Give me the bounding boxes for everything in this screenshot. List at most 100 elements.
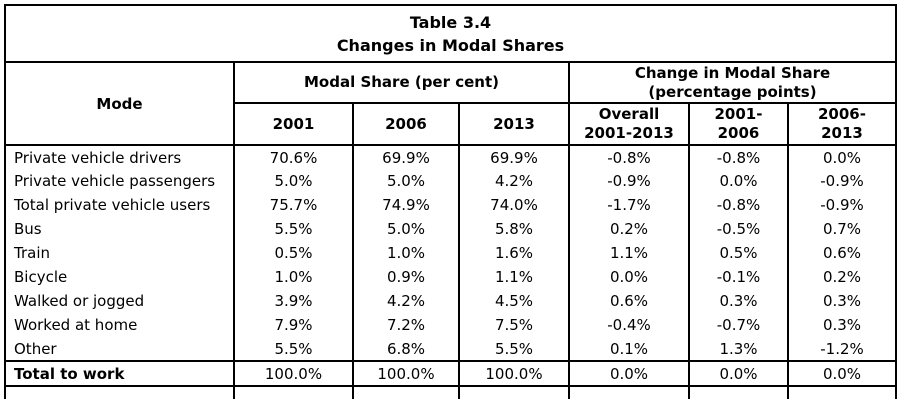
stub-cell (233, 386, 354, 399)
value-cell: -0.8% (688, 145, 789, 169)
mode-cell: Bus (4, 217, 235, 241)
value-cell: 0.1% (568, 337, 690, 361)
table-row: Total private vehicle users 75.7% 74.9% … (4, 193, 897, 217)
group-header-modal-share: Modal Share (per cent) (233, 61, 570, 104)
total-value-cell: 0.0% (787, 360, 897, 387)
table-row: Worked at home 7.9% 7.2% 7.5% -0.4% -0.7… (4, 313, 897, 337)
value-cell: 5.0% (352, 217, 460, 241)
table-row: Other 5.5% 6.8% 5.5% 0.1% 1.3% -1.2% (4, 337, 897, 361)
value-cell: 69.9% (352, 145, 460, 169)
value-cell: 0.0% (787, 145, 897, 169)
total-value-cell: 100.0% (233, 360, 354, 387)
value-cell: 74.0% (458, 193, 570, 217)
value-cell: 0.3% (787, 313, 897, 337)
mode-cell: Walked or jogged (4, 289, 235, 313)
value-cell: -1.2% (787, 337, 897, 361)
mode-cell: Bicycle (4, 265, 235, 289)
table-row: Private vehicle passengers 5.0% 5.0% 4.2… (4, 169, 897, 193)
stub-cell (4, 386, 235, 399)
mode-cell: Total private vehicle users (4, 193, 235, 217)
value-cell: 5.0% (233, 169, 354, 193)
value-cell: -1.7% (568, 193, 690, 217)
value-cell: 0.9% (352, 265, 460, 289)
value-cell: 74.9% (352, 193, 460, 217)
value-cell: 0.5% (688, 241, 789, 265)
value-cell: 70.6% (233, 145, 354, 169)
value-cell: 5.8% (458, 217, 570, 241)
table-row: Bicycle 1.0% 0.9% 1.1% 0.0% -0.1% 0.2% (4, 265, 897, 289)
value-cell: 75.7% (233, 193, 354, 217)
mode-cell: Other (4, 337, 235, 361)
value-cell: 7.5% (458, 313, 570, 337)
table-number: Table 3.4 (409, 13, 492, 32)
table-row: Walked or jogged 3.9% 4.2% 4.5% 0.6% 0.3… (4, 289, 897, 313)
table-row: Bus 5.5% 5.0% 5.8% 0.2% -0.5% 0.7% (4, 217, 897, 241)
total-value-cell: 100.0% (352, 360, 460, 387)
total-label-cell: Total to work (4, 360, 235, 387)
stub-cell (787, 386, 897, 399)
value-cell: -0.9% (787, 193, 897, 217)
value-cell: -0.9% (787, 169, 897, 193)
value-cell: 0.6% (568, 289, 690, 313)
value-cell: 0.2% (568, 217, 690, 241)
value-cell: 1.0% (233, 265, 354, 289)
stub-cell (688, 386, 789, 399)
value-cell: 0.5% (233, 241, 354, 265)
value-cell: 3.9% (233, 289, 354, 313)
total-row: Total to work 100.0% 100.0% 100.0% 0.0% … (4, 360, 897, 387)
value-cell: 5.5% (233, 217, 354, 241)
value-cell: -0.8% (688, 193, 789, 217)
col-header-2013: 2013 (458, 102, 570, 146)
value-cell: 4.2% (458, 169, 570, 193)
value-cell: 0.0% (688, 169, 789, 193)
value-cell: 7.9% (233, 313, 354, 337)
value-cell: -0.8% (568, 145, 690, 169)
col-header-2006: 2006 (352, 102, 460, 146)
col-header-overall-2001-2013: Overall 2001-2013 (568, 102, 690, 146)
table-title-cell: Table 3.4 Changes in Modal Shares (4, 4, 897, 63)
value-cell: 1.1% (568, 241, 690, 265)
value-cell: 69.9% (458, 145, 570, 169)
value-cell: 0.3% (688, 289, 789, 313)
col-header-2001-2006: 2001- 2006 (688, 102, 789, 146)
value-cell: -0.4% (568, 313, 690, 337)
group-header-change-modal-share: Change in Modal Share (percentage points… (568, 61, 897, 104)
stub-cell (568, 386, 690, 399)
value-cell: 1.0% (352, 241, 460, 265)
clipped-next-row-stub (4, 386, 897, 399)
total-value-cell: 0.0% (688, 360, 789, 387)
value-cell: 5.5% (458, 337, 570, 361)
title-row: Table 3.4 Changes in Modal Shares (4, 4, 897, 63)
value-cell: 7.2% (352, 313, 460, 337)
table-body: Private vehicle drivers 70.6% 69.9% 69.9… (4, 145, 897, 361)
value-cell: 6.8% (352, 337, 460, 361)
total-value-cell: 0.0% (568, 360, 690, 387)
value-cell: 1.6% (458, 241, 570, 265)
value-cell: 0.7% (787, 217, 897, 241)
value-cell: -0.7% (688, 313, 789, 337)
stub-cell (352, 386, 460, 399)
col-header-2006-2013: 2006- 2013 (787, 102, 897, 146)
table-row: Private vehicle drivers 70.6% 69.9% 69.9… (4, 145, 897, 169)
header-group-row: Mode Modal Share (per cent) Change in Mo… (4, 61, 897, 146)
stub-cell (458, 386, 570, 399)
value-cell: 0.2% (787, 265, 897, 289)
col-header-mode: Mode (4, 61, 235, 146)
table-row: Train 0.5% 1.0% 1.6% 1.1% 0.5% 0.6% (4, 241, 897, 265)
modal-shares-table: Table 3.4 Changes in Modal Shares Mode M… (4, 4, 897, 399)
value-cell: 0.3% (787, 289, 897, 313)
value-cell: 0.0% (568, 265, 690, 289)
mode-cell: Private vehicle passengers (4, 169, 235, 193)
value-cell: 4.2% (352, 289, 460, 313)
table-caption: Changes in Modal Shares (336, 36, 565, 55)
value-cell: -0.5% (688, 217, 789, 241)
mode-cell: Worked at home (4, 313, 235, 337)
value-cell: 1.1% (458, 265, 570, 289)
total-value-cell: 100.0% (458, 360, 570, 387)
value-cell: -0.9% (568, 169, 690, 193)
value-cell: 1.3% (688, 337, 789, 361)
header-sub-row: 2001 2006 2013 Overall 2001-2013 2001- 2… (5, 102, 897, 146)
value-cell: 4.5% (458, 289, 570, 313)
value-cell: -0.1% (688, 265, 789, 289)
